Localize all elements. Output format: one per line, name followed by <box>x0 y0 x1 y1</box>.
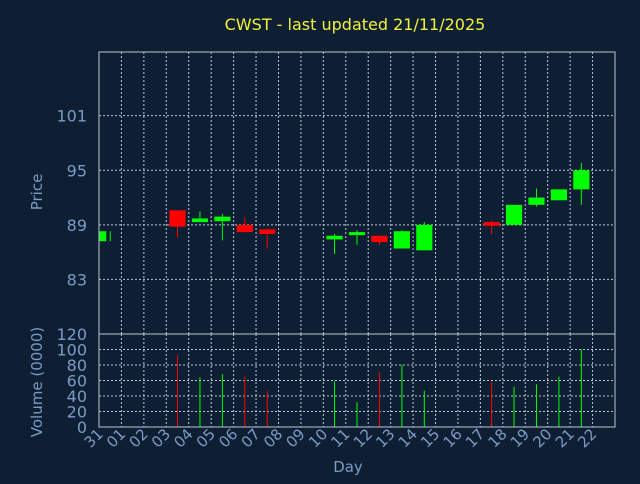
price-axis-label: Price <box>28 174 46 211</box>
candle-body <box>99 231 107 242</box>
price-tick-label: 83 <box>67 270 87 289</box>
candle-body <box>259 229 276 234</box>
candle-body <box>236 224 253 233</box>
volume-plot-frame <box>98 333 616 428</box>
candle-body <box>483 222 500 226</box>
candle-body <box>371 235 388 243</box>
volume-tick-label: 20 <box>67 403 87 422</box>
volume-bars <box>177 349 582 427</box>
price-tick-labels: 83 89 95 101 <box>56 107 87 290</box>
x-axis-label: Day <box>333 458 363 476</box>
candle-body <box>326 235 343 240</box>
candle-body <box>169 210 186 227</box>
price-tick-label: 101 <box>56 107 87 126</box>
candle-body <box>214 216 231 222</box>
candle-body <box>416 224 433 251</box>
volume-tick-label: 100 <box>56 341 87 360</box>
x-tick-labels: 3101020304050607080910111213141516171819… <box>81 425 601 451</box>
candle-body <box>191 218 209 223</box>
candle-body <box>550 189 567 201</box>
volume-tick-label: 0 <box>77 418 87 437</box>
volume-tick-label: 40 <box>67 387 87 406</box>
candle-body <box>393 231 410 249</box>
volume-tick-label: 120 <box>56 325 87 344</box>
volume-tick-label: 80 <box>67 356 87 375</box>
candles <box>99 162 590 254</box>
candle-body <box>528 197 545 205</box>
volume-axis-label: Volume (0000) <box>28 327 46 437</box>
volume-grid <box>99 334 615 427</box>
candle-body <box>573 170 590 190</box>
volume-tick-label: 60 <box>67 372 87 391</box>
candle-body <box>505 204 523 225</box>
chart-title: CWST - last updated 21/11/2025 <box>225 15 486 34</box>
candle-body <box>348 232 366 236</box>
price-grid <box>99 52 615 334</box>
price-tick-label: 95 <box>67 161 87 180</box>
price-tick-label: 89 <box>67 216 87 235</box>
